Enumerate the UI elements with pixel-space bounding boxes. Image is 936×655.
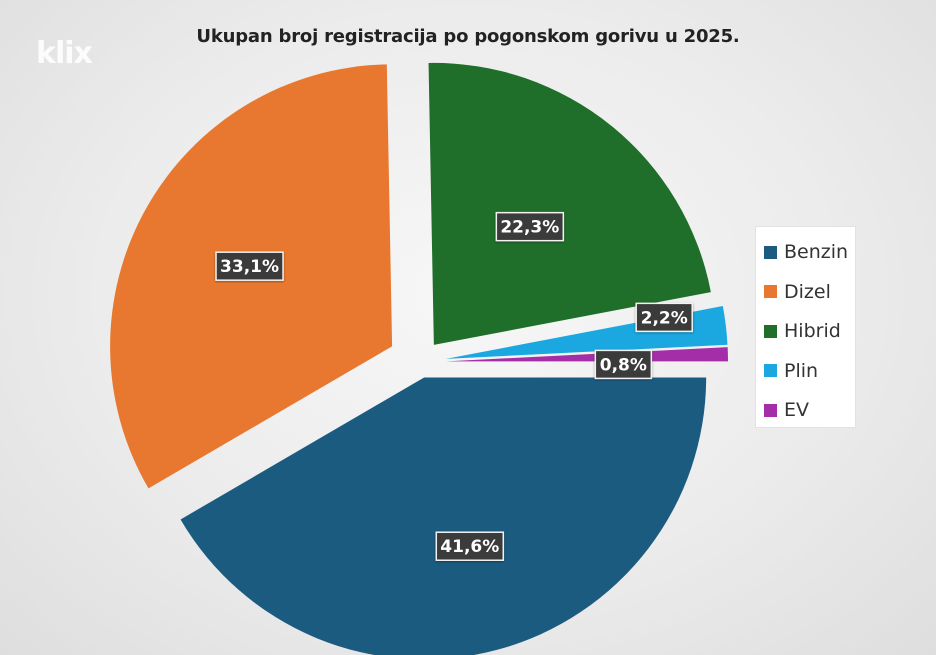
legend-item-benzin: Benzin (764, 241, 848, 263)
klix-watermark-logo: klix (36, 36, 93, 71)
legend-swatch (764, 285, 777, 298)
legend-label: Benzin (784, 241, 849, 263)
chart-legend: Benzin Dizel Hibrid Plin EV (755, 226, 856, 428)
pie-slice-benzin (180, 377, 707, 655)
data-label-plin: 2,2% (635, 302, 693, 333)
data-label-ev: 0,8% (594, 349, 653, 380)
legend-label: EV (784, 399, 810, 421)
svg-text:0,8%: 0,8% (600, 355, 647, 375)
chart-title: Ukupan broj registracija po pogonskom go… (196, 26, 740, 47)
legend-item-ev: EV (764, 399, 809, 421)
legend-item-plin: Plin (764, 360, 818, 382)
data-label-hibrid: 22,3% (495, 211, 565, 242)
svg-text:41,6%: 41,6% (440, 537, 499, 557)
svg-text:33,1%: 33,1% (220, 257, 279, 277)
legend-item-hibrid: Hibrid (764, 320, 841, 342)
legend-swatch (764, 324, 777, 338)
pie-slice-ev (445, 347, 728, 362)
legend-swatch (764, 245, 777, 259)
legend-label: Plin (784, 359, 819, 382)
svg-text:22,3%: 22,3% (500, 218, 559, 238)
legend-label: Dizel (784, 280, 831, 303)
svg-text:2,2%: 2,2% (641, 308, 688, 328)
legend-label: Hibrid (784, 320, 841, 342)
legend-item-dizel: Dizel (764, 281, 831, 303)
legend-swatch (764, 364, 777, 377)
data-label-benzin: 41,6% (435, 531, 505, 561)
data-label-dizel: 33,1% (215, 251, 284, 281)
legend-swatch (764, 403, 777, 417)
pie-slice-hibrid (428, 62, 711, 345)
